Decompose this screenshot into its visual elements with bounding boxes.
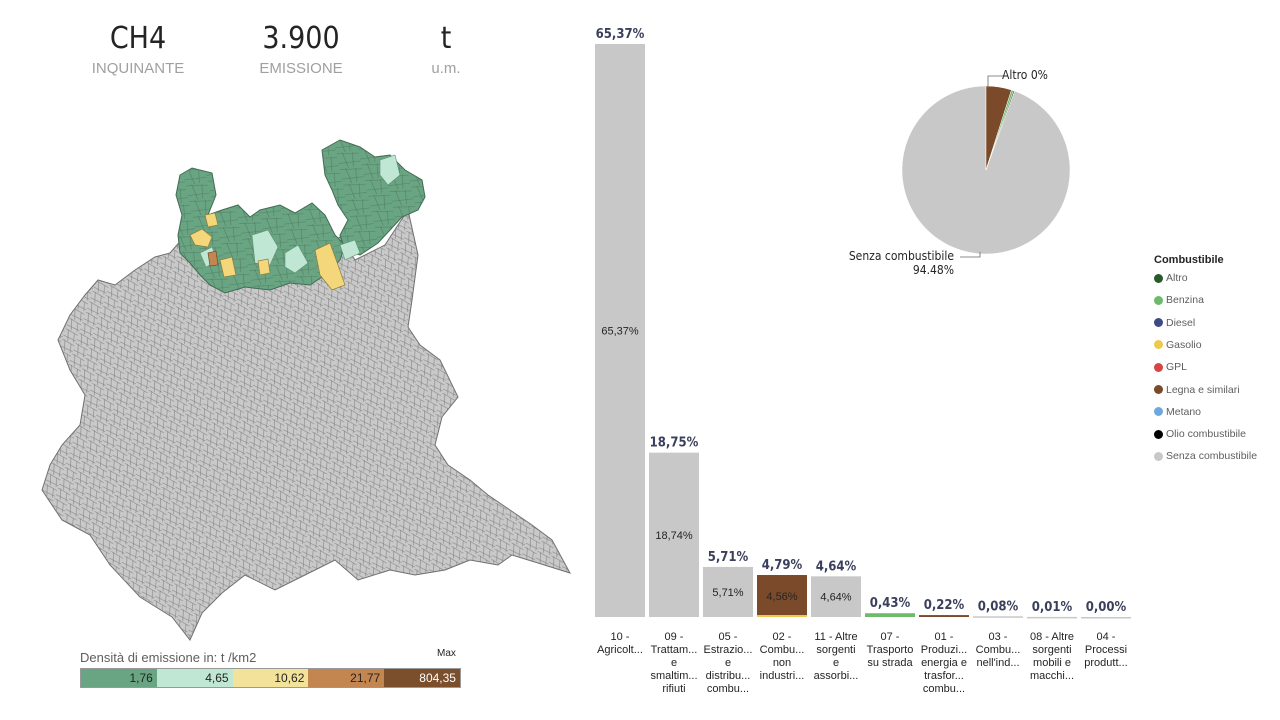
- lombardy-emission-map[interactable]: [40, 135, 575, 645]
- bar-4[interactable]: [757, 575, 807, 617]
- map-region-yellow[interactable]: [189, 212, 346, 291]
- legend-dot-icon: [1154, 295, 1163, 305]
- fuel-legend-item[interactable]: Benzina: [1154, 294, 1204, 306]
- bar-category-2: 09 - Trattam... e smaltim... rifiuti: [650, 631, 698, 695]
- fuel-legend-label: Diesel: [1166, 316, 1196, 329]
- fuel-legend-label: Altro: [1166, 272, 1188, 284]
- bar-top-label-10: 0,00%: [1086, 600, 1127, 615]
- fuel-legend-label: Metano: [1166, 405, 1202, 418]
- fuel-legend-label: Senza combustibile: [1166, 450, 1258, 463]
- bar-category-5: 11 - Altre sorgenti e assorbi...: [813, 631, 859, 682]
- map-region-orange[interactable]: [207, 250, 219, 267]
- bar-9[interactable]: [1027, 616, 1077, 619]
- legend-dot-icon: [1154, 429, 1163, 439]
- sector-bar-chart: 65,37% 65,37% 18,75% 18,74% 5,71% 5,71% 4,79% 4…: [595, 27, 1131, 619]
- bar-category-9: 08 - Altre sorgenti mobili e macchi...: [1029, 631, 1075, 682]
- bar-category-6: 07 - Trasporto su strada: [866, 631, 914, 669]
- bar-category-1: 10 - Agricolt...: [597, 631, 643, 656]
- bar-inner-label-2: 18,74%: [655, 530, 693, 542]
- bar-2[interactable]: [649, 452, 699, 617]
- bar-top-label-6: 0,43%: [870, 596, 911, 611]
- kpi-unit-label: u.m.: [431, 60, 461, 77]
- bar-top-label-3: 5,71%: [708, 550, 749, 565]
- bar-inner-label-3: 5,71%: [712, 587, 743, 599]
- legend-dot-icon: [1154, 451, 1163, 461]
- kpi-emission-label: EMISSIONE: [259, 60, 343, 77]
- bar-top-label-9: 0,01%: [1032, 600, 1073, 615]
- legend-dot-icon: [1154, 385, 1163, 394]
- bar-top-label-5: 4,64%: [816, 559, 857, 574]
- legend-dot-icon: [1154, 318, 1163, 328]
- bar-category-4: 02 - Combu... non industri...: [759, 631, 805, 682]
- bar-inner-label-5: 4,64%: [820, 592, 851, 604]
- kpi-emission-value: 3.900: [262, 21, 340, 56]
- bar-category-8: 03 - Combu... nell'ind...: [975, 631, 1021, 669]
- bar-1[interactable]: [595, 44, 645, 617]
- fuel-legend-label: Gasolio: [1166, 338, 1202, 351]
- bar-inner-label-4: 4,56%: [766, 591, 797, 603]
- bar-5[interactable]: [811, 576, 861, 617]
- fuel-legend-label: Benzina: [1166, 294, 1204, 307]
- fuel-legend-label: Olio combustibile: [1166, 428, 1246, 441]
- pie-label-senza-value: 94.48%: [913, 263, 954, 277]
- kpi-pollutant-label: INQUINANTE: [91, 60, 185, 77]
- legend-dot-icon: [1154, 407, 1163, 417]
- fuel-legend-item[interactable]: Altro: [1154, 272, 1188, 284]
- fuel-legend-item[interactable]: Gasolio: [1154, 339, 1202, 351]
- bar-8[interactable]: [973, 616, 1023, 618]
- fuel-legend-item[interactable]: Senza combustibile: [1154, 450, 1257, 462]
- fuel-pie-chart: Altro 0% Senza combustibile 94.48%: [849, 68, 1071, 277]
- fuel-legend-label: Legna e similari: [1166, 383, 1240, 396]
- bar-top-label-2: 18,75%: [650, 436, 699, 451]
- fuel-legend-item[interactable]: Legna e similari: [1154, 384, 1240, 396]
- pie-slice-4[interactable]: [985, 90, 1015, 171]
- bar-category-7: 01 - Produzi... energia e trasfor... combu..…: [920, 631, 968, 695]
- legend-dot-icon: [1154, 340, 1163, 350]
- legend-bin-1: 1,76: [81, 669, 157, 687]
- fuel-legend-title: Combustibile: [1154, 254, 1224, 266]
- fuel-legend-item[interactable]: Olio combustibile: [1154, 428, 1246, 440]
- kpi-unit: t u.m.: [376, 20, 516, 77]
- bar-3[interactable]: [703, 566, 753, 617]
- legend-bin-4: 21,77: [308, 669, 385, 687]
- bar-category-3: 05 - Estrazio... e distribu... combu...: [703, 631, 753, 695]
- bar-10[interactable]: [1081, 617, 1131, 619]
- fuel-legend-item[interactable]: Metano: [1154, 406, 1201, 418]
- legend-bin-2: 4,65: [156, 669, 233, 687]
- pie-label-altro: Altro 0%: [1002, 68, 1048, 82]
- fuel-legend-label: GPL: [1166, 361, 1188, 374]
- bar-7[interactable]: [919, 615, 969, 617]
- kpi-pollutant: CH4 INQUINANTE: [68, 20, 208, 77]
- legend-dot-icon: [1154, 273, 1163, 283]
- kpi-pollutant-value: CH4: [109, 21, 167, 56]
- legend-dot-icon: [1154, 362, 1163, 372]
- map-region-mint[interactable]: [199, 154, 401, 274]
- bar-top-label-7: 0,22%: [924, 598, 965, 613]
- bar-6[interactable]: [865, 613, 915, 617]
- fuel-legend-item[interactable]: GPL: [1154, 361, 1187, 373]
- map-legend-title: Densità di emissione in: t /km2: [80, 650, 257, 665]
- map-legend-max: Max: [437, 648, 456, 659]
- bar-top-label-4: 4,79%: [762, 558, 803, 573]
- bar-top-label-8: 0,08%: [978, 599, 1019, 614]
- bar-4-gasolio-segment[interactable]: [757, 615, 807, 617]
- bar-category-10: 04 - Processi produtt...: [1084, 631, 1128, 669]
- kpi-emission: 3.900 EMISSIONE: [231, 20, 371, 77]
- bar-inner-label-1: 65,37%: [601, 326, 639, 338]
- legend-bin-5: 804,35: [384, 669, 460, 687]
- fuel-legend-item[interactable]: Diesel: [1154, 317, 1195, 329]
- pie-label-senza: Senza combustibile: [849, 249, 955, 263]
- legend-bin-3: 10,62: [232, 669, 309, 687]
- bar-top-label-1: 65,37%: [596, 27, 645, 42]
- kpi-unit-value: t: [440, 21, 452, 56]
- map-legend-bar: 1,76 4,65 10,62 21,77 804,35: [80, 668, 461, 688]
